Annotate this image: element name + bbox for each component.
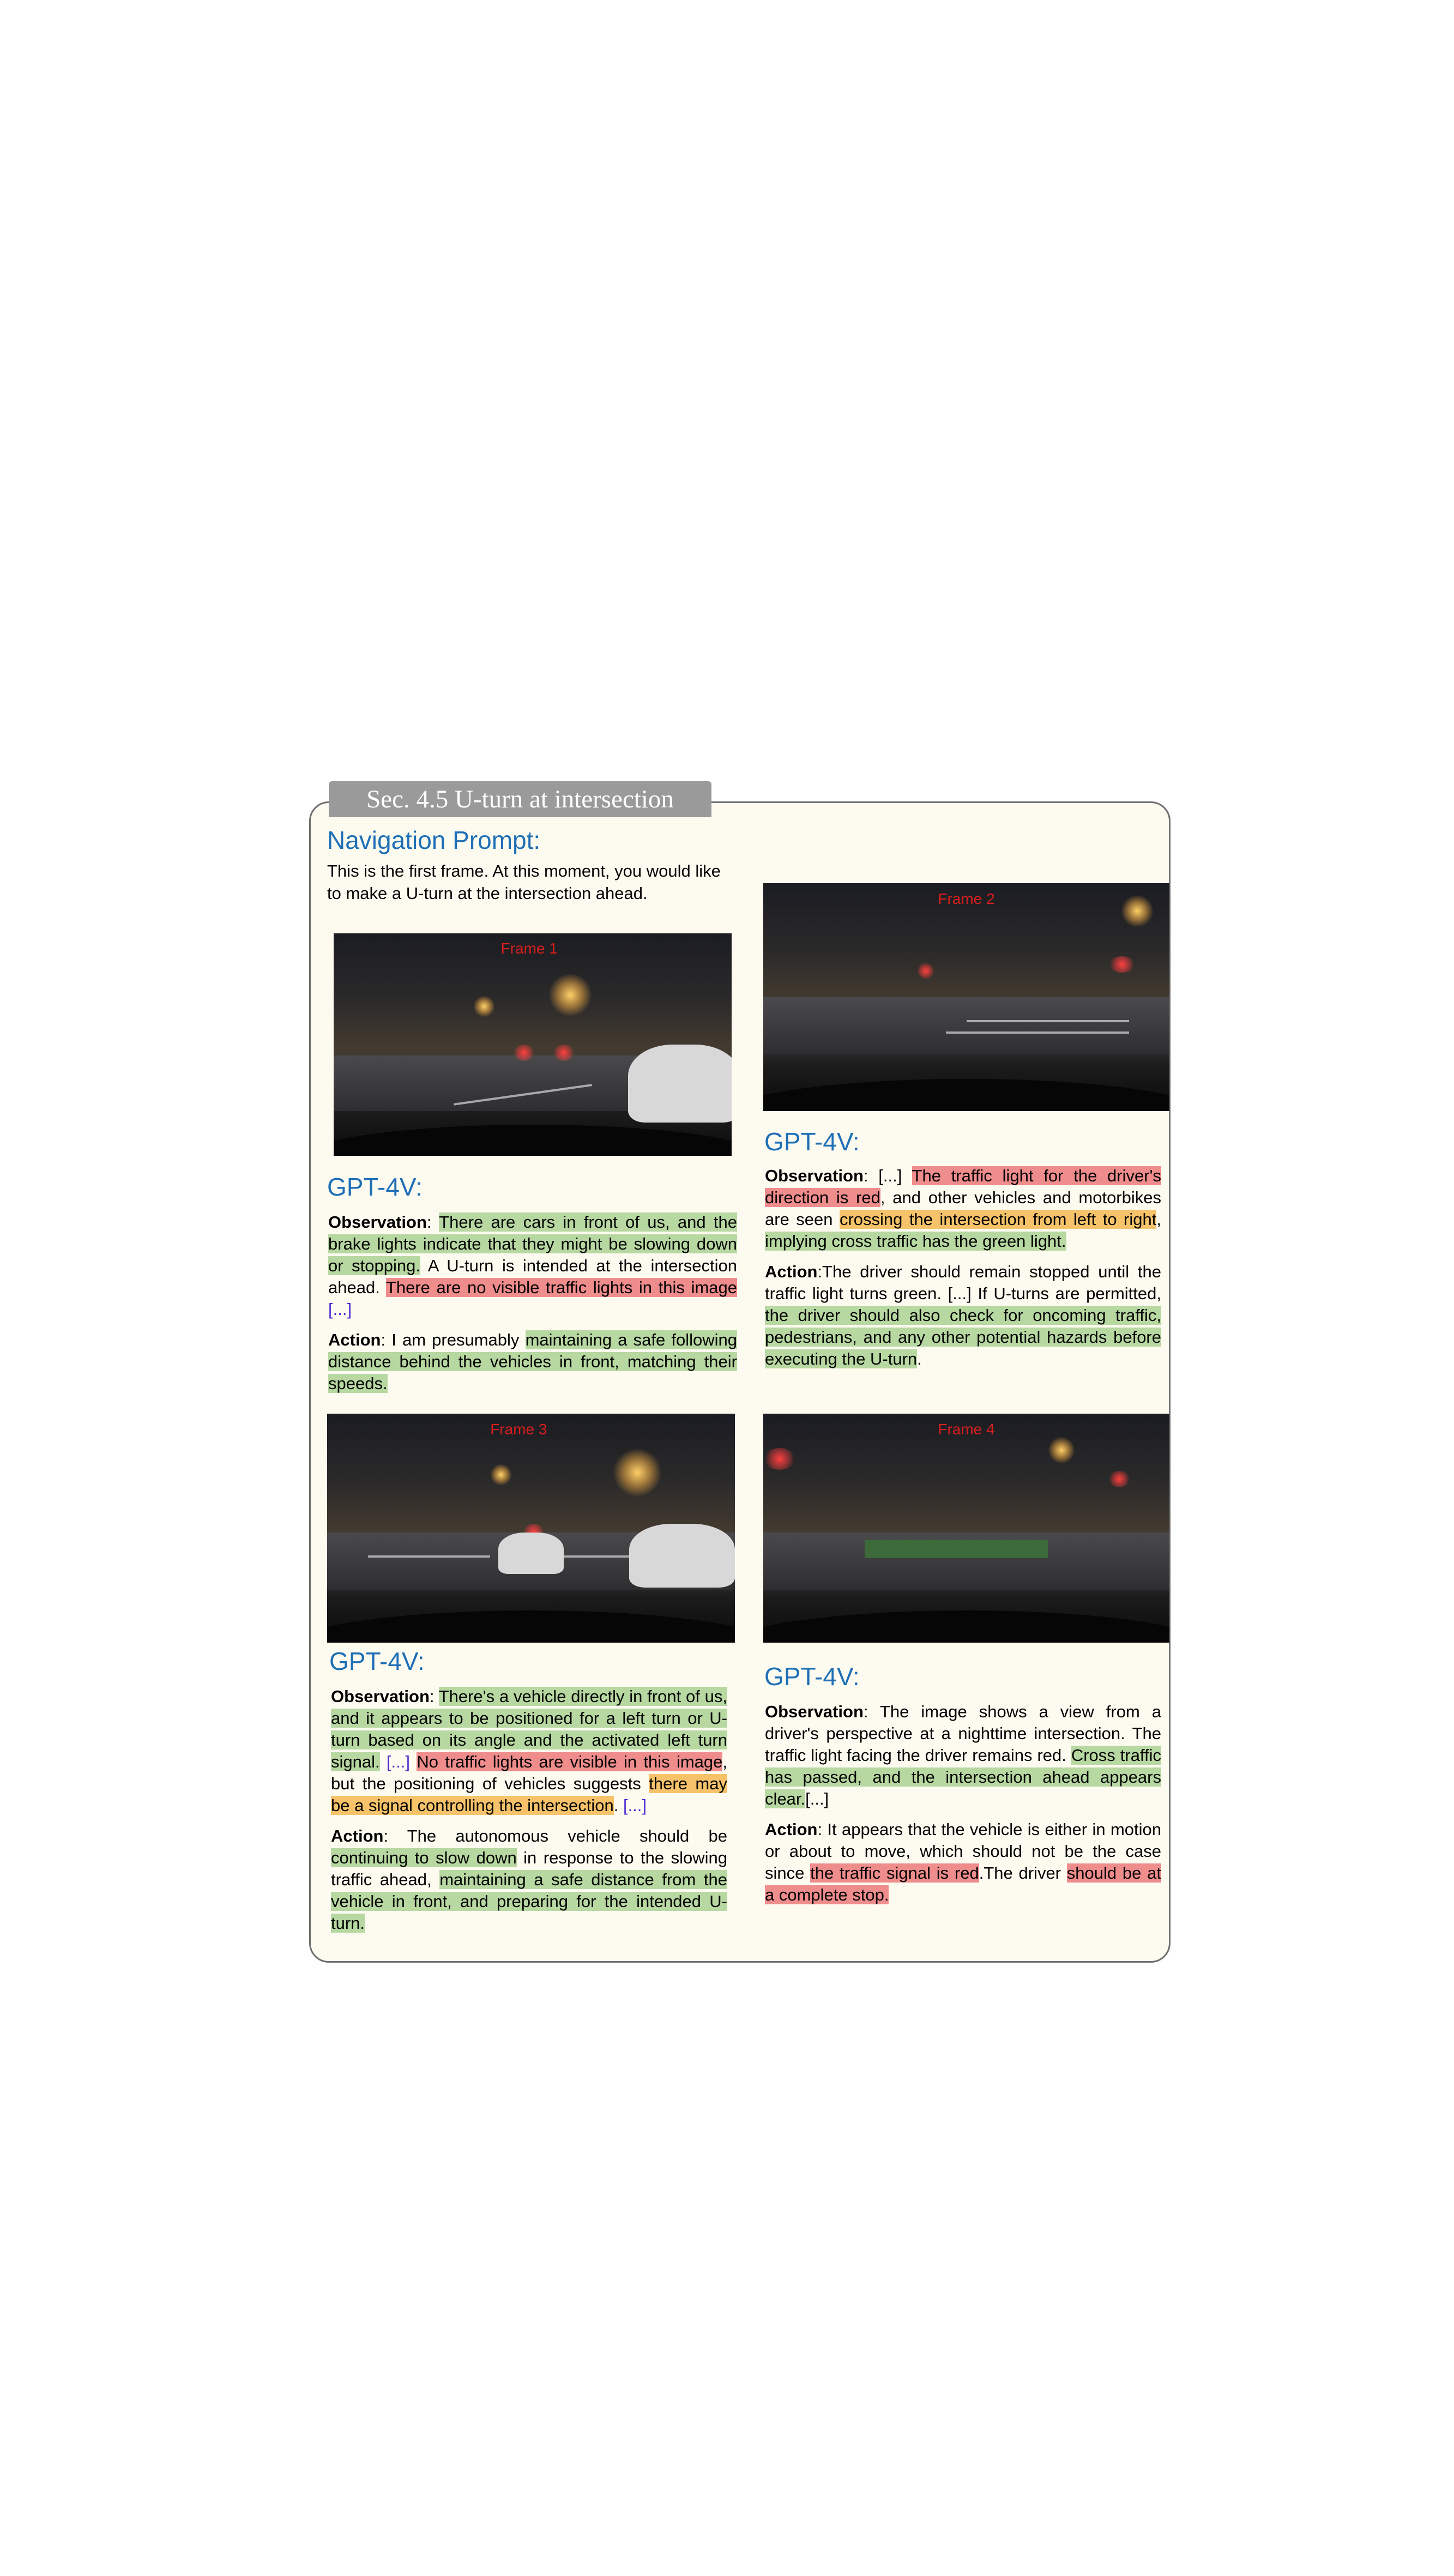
gpt4v-heading-3: GPT-4V: [329, 1647, 425, 1675]
highlight-correct: the driver should also check for oncomin… [765, 1306, 1161, 1368]
frame-3-label: Frame 3 [490, 1420, 547, 1438]
text-span: , but the positioning of vehicles sugges… [331, 1752, 728, 1793]
observation-4: Observation: The image shows a view from… [765, 1701, 1161, 1810]
ellipsis-marker: [...] [328, 1300, 352, 1319]
response-1: Observation: There are cars in front of … [328, 1211, 738, 1403]
text-span: .The driver [979, 1863, 1067, 1883]
observation-2: Observation: [...] The traffic light for… [765, 1165, 1161, 1252]
text-span [432, 1212, 439, 1232]
observation-label: Observation [765, 1166, 864, 1185]
text-span: , and other vehicles and motorbikes are … [765, 1188, 1162, 1229]
highlight-partial: crossing the intersection from left to r… [839, 1210, 1157, 1229]
response-4: Observation: The image shows a view from… [765, 1701, 1161, 1915]
text-span: : The autonomous vehicle should be [383, 1826, 727, 1845]
frame-4-label: Frame 4 [938, 1420, 995, 1438]
observation-3: Observation: There's a vehicle directly … [331, 1686, 728, 1817]
text-span: , [1156, 1210, 1161, 1229]
highlight-incorrect: There are no visible traffic lights in t… [385, 1278, 737, 1297]
text-span [410, 1752, 417, 1771]
text-span: [...] [878, 1166, 902, 1185]
observation-label: Observation [765, 1702, 864, 1721]
text-span: : [429, 1687, 439, 1706]
navigation-prompt-heading: Navigation Prompt: [327, 826, 541, 854]
text-span: . [917, 1349, 922, 1368]
text-span: : I am presumably [381, 1330, 526, 1349]
action-label: Action [328, 1330, 381, 1349]
text-span [380, 1752, 387, 1771]
response-2: Observation: [...] The traffic light for… [765, 1165, 1161, 1379]
gpt4v-heading-4: GPT-4V: [764, 1662, 860, 1691]
frame-4-image: Frame 4 [763, 1414, 1169, 1643]
text-span: : [863, 1166, 879, 1185]
ellipsis-marker: [...] [386, 1752, 410, 1771]
observation-label: Observation [328, 1212, 427, 1232]
gpt4v-heading-2: GPT-4V: [764, 1127, 860, 1156]
text-span: : [426, 1212, 432, 1232]
action-4: Action: It appears that the vehicle is e… [765, 1819, 1161, 1906]
action-label: Action [331, 1826, 384, 1845]
action-label: Action [765, 1262, 818, 1281]
highlight-incorrect: the traffic signal is red [810, 1863, 979, 1883]
frame-3-image: Frame 3 [327, 1414, 735, 1643]
frame-1-label: Frame 1 [500, 940, 558, 957]
text-span: A U-turn is intended at the intersection… [328, 1256, 737, 1297]
action-label: Action [765, 1820, 818, 1839]
text-span: :The driver should remain stopped until … [765, 1262, 1161, 1303]
text-span: . [613, 1796, 623, 1815]
navigation-prompt-text: This is the first frame. At this moment,… [327, 861, 721, 903]
frame-2-image: Frame 2 [763, 883, 1169, 1111]
observation-label: Observation [331, 1687, 430, 1706]
text-span: : It appears that the vehicle is either … [765, 1820, 1161, 1883]
response-3: Observation: There's a vehicle directly … [331, 1686, 728, 1943]
action-1: Action: I am presumably maintaining a sa… [328, 1329, 738, 1395]
text-span: [...] [805, 1789, 829, 1808]
ellipsis-marker: [...] [623, 1796, 647, 1815]
text-span [902, 1166, 912, 1185]
observation-1: Observation: There are cars in front of … [328, 1211, 737, 1320]
text-span: in response to the slowing traffic ahead… [331, 1848, 727, 1889]
section-tab: Sec. 4.5 U-turn at intersection [329, 781, 711, 817]
text-span: : The image shows a view from a driver's… [765, 1702, 1161, 1765]
highlight-correct: implying cross traffic has the green lig… [765, 1232, 1066, 1251]
frame-1-image: Frame 1 [334, 933, 732, 1156]
highlight-correct: continuing to slow down [331, 1848, 517, 1867]
action-3: Action: The autonomous vehicle should be… [331, 1825, 728, 1934]
highlight-incorrect: No traffic lights are visible in this im… [417, 1752, 723, 1771]
gpt4v-heading-1: GPT-4V: [327, 1173, 423, 1201]
frame-2-label: Frame 2 [938, 890, 995, 907]
action-2: Action:The driver should remain stopped … [765, 1261, 1161, 1370]
